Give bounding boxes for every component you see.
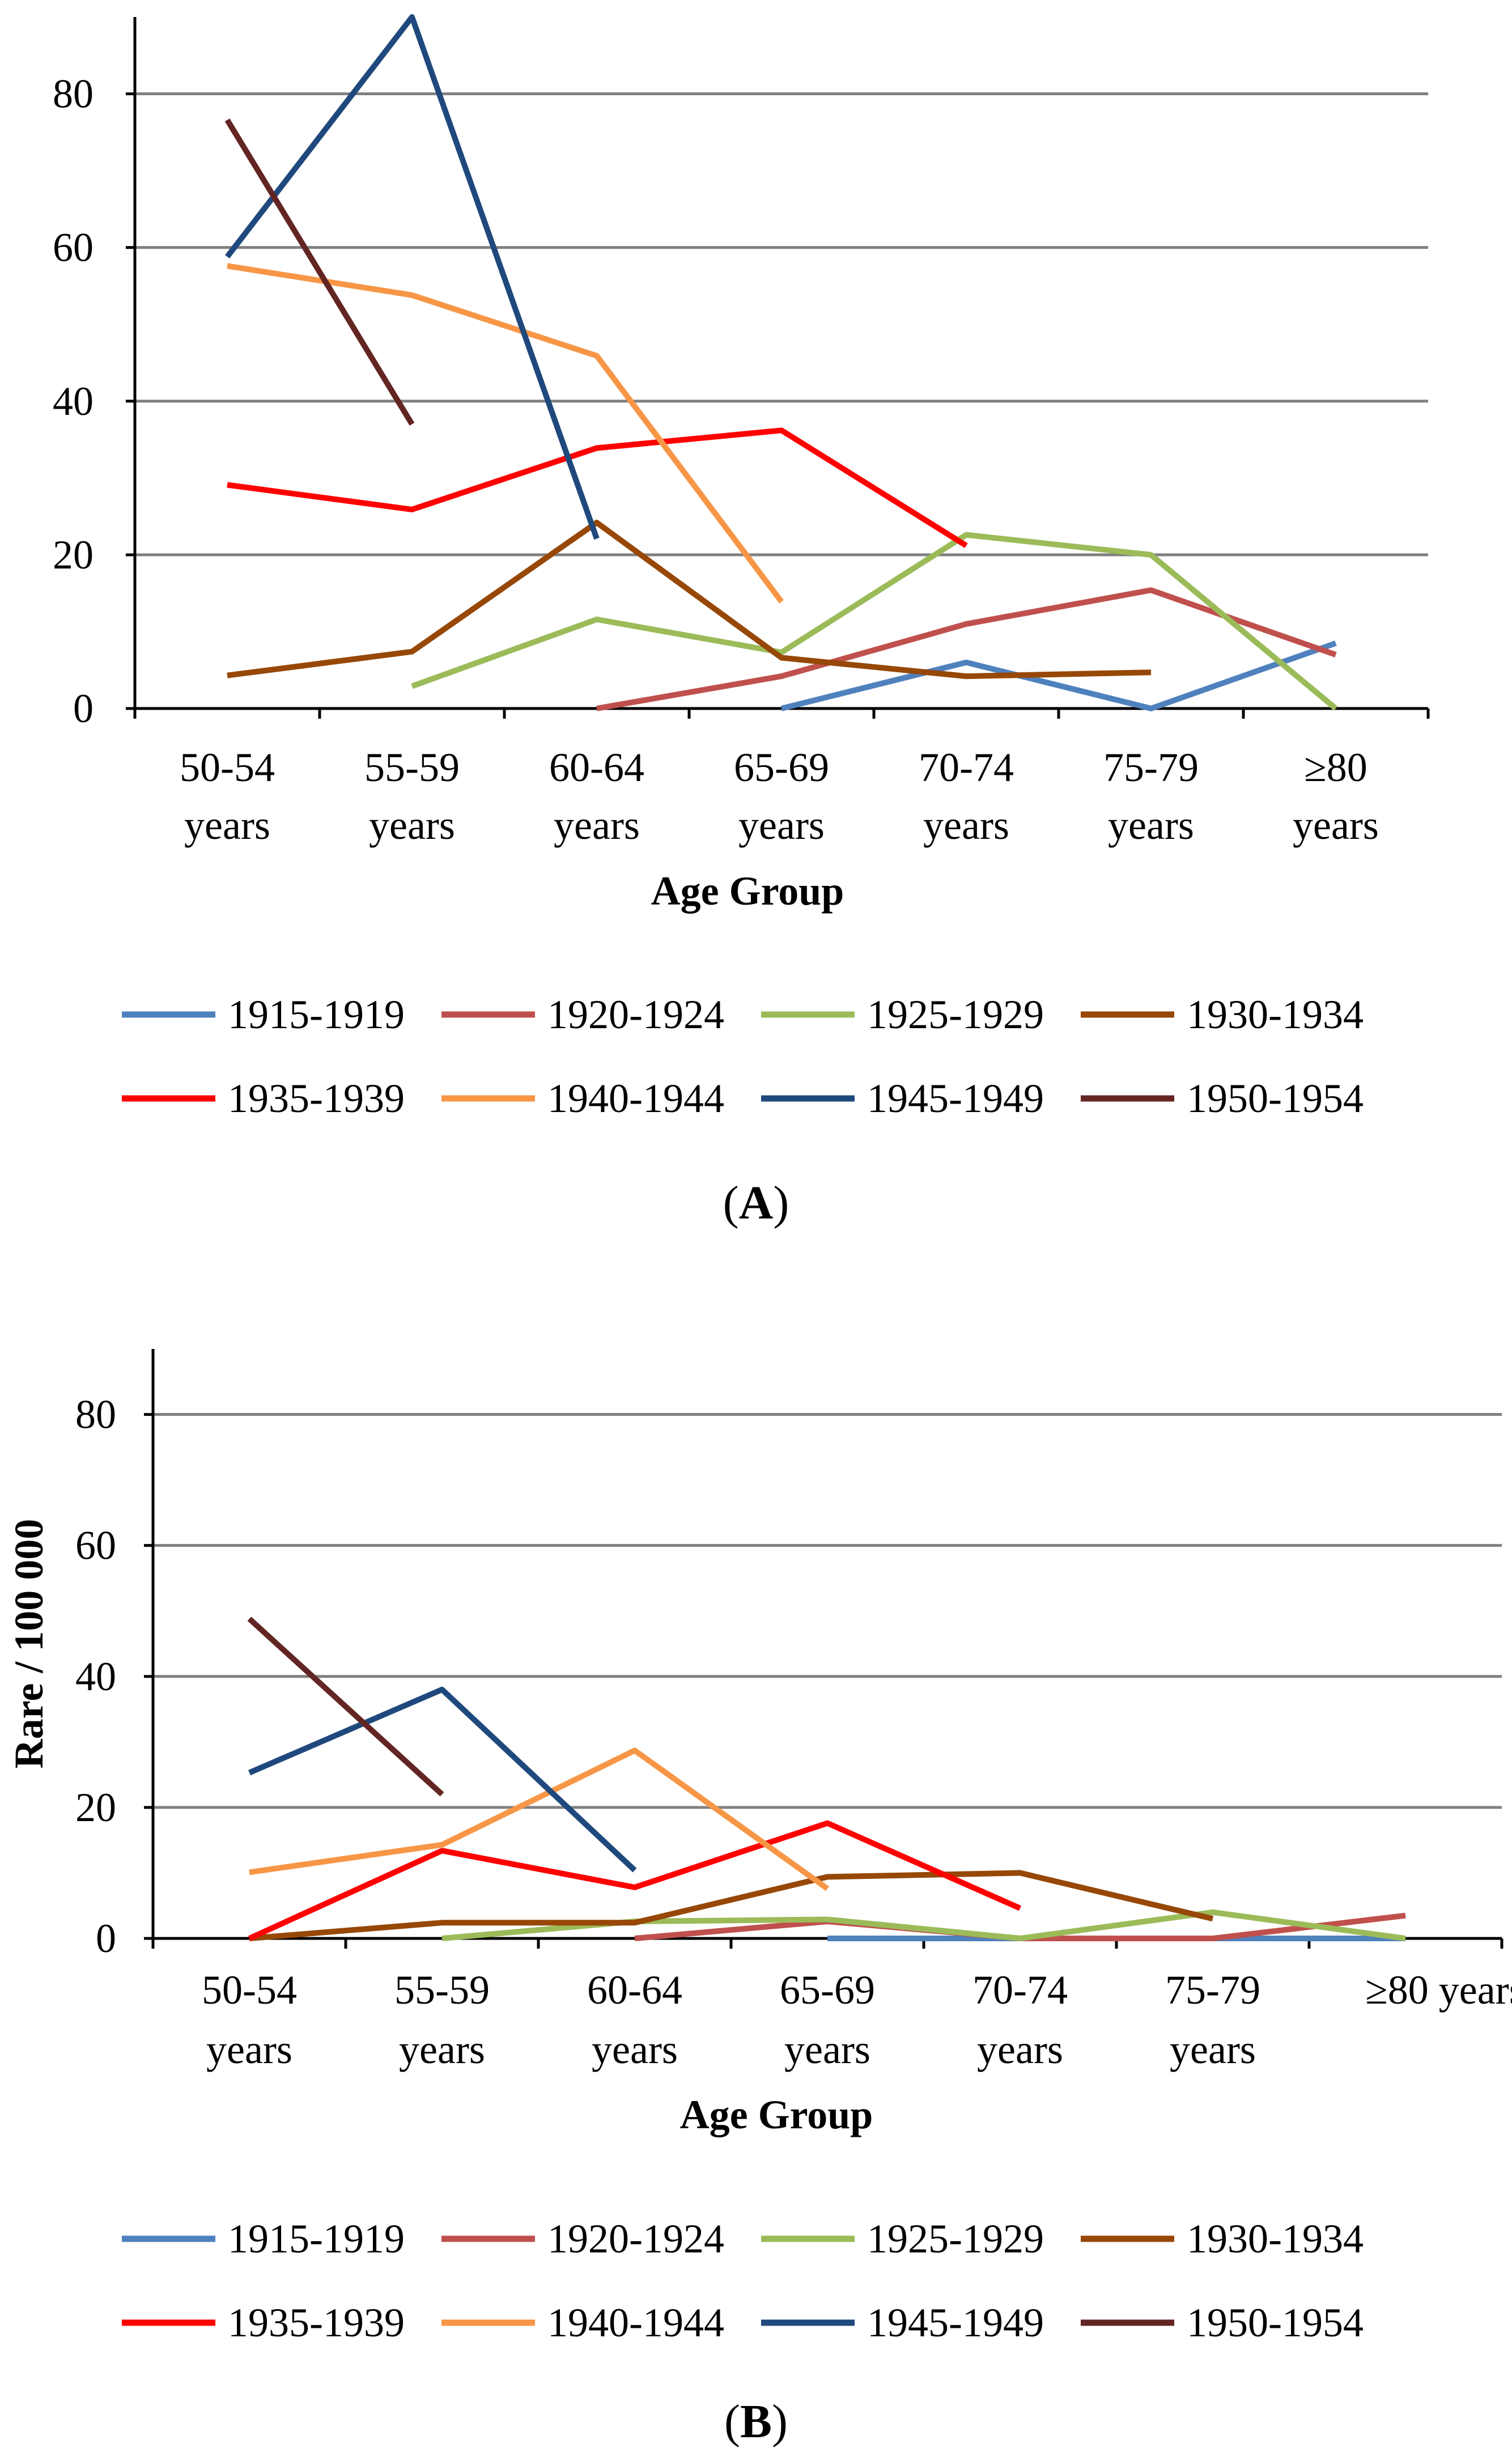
x-tick-label-line2: years bbox=[399, 2027, 485, 2072]
legend-label: 1940-1944 bbox=[547, 2300, 724, 2345]
x-tick-label-line2: years bbox=[369, 803, 455, 848]
chart-a: 0 20 40 60 80 50-54 years 55-59 years 60-64 years 6… bbox=[53, 14, 1430, 1229]
panel-label: (B) bbox=[724, 2395, 788, 2448]
series-line-1915-1919 bbox=[780, 640, 1337, 711]
x-tick-label: 75-79 bbox=[1103, 745, 1199, 790]
y-tick-label: 0 bbox=[73, 686, 94, 731]
y-tick-label: 40 bbox=[75, 1654, 116, 1699]
x-tick-label: 60-64 bbox=[549, 745, 644, 790]
panel-label-close: ) bbox=[773, 1177, 789, 1229]
legend-label: 1920-1924 bbox=[547, 2216, 724, 2261]
x-tick-label: 60-64 bbox=[587, 1967, 682, 2013]
x-tick-label-line2: years bbox=[184, 803, 270, 848]
x-tick-label: ≥80 years bbox=[1365, 1967, 1512, 2013]
x-tick-label-line2: years bbox=[592, 2027, 678, 2072]
legend-label: 1950-1954 bbox=[1187, 1076, 1364, 1121]
y-tick-label: 20 bbox=[53, 532, 94, 578]
x-tick-label: 65-69 bbox=[734, 745, 829, 790]
chart-b: 0 20 40 60 80 50-54 years 55-59 years 60-64 years 6… bbox=[6, 1349, 1512, 2448]
panel-label-close: ) bbox=[772, 2395, 788, 2448]
x-tick-label-line2: years bbox=[977, 2027, 1063, 2072]
x-tick-label-line2: years bbox=[784, 2027, 870, 2072]
panel-label-open: ( bbox=[723, 1177, 739, 1229]
legend-label: 1950-1954 bbox=[1187, 2300, 1364, 2345]
series-line-1950-1954 bbox=[247, 1616, 444, 1797]
x-tick-label: 75-79 bbox=[1165, 1967, 1260, 2013]
panel-label-letter: A bbox=[739, 1177, 774, 1229]
y-tick-label: 40 bbox=[53, 379, 94, 424]
panel-label-letter: B bbox=[740, 2395, 772, 2448]
series-line-1925-1929 bbox=[411, 532, 1338, 711]
series-line-1940-1944 bbox=[249, 1747, 829, 1891]
x-tick-label-line2: years bbox=[1108, 803, 1194, 848]
y-axis-title: Rare / 100 000 bbox=[6, 1519, 52, 1769]
series-line-1930-1934 bbox=[227, 520, 1152, 680]
y-tick-label: 0 bbox=[96, 1916, 116, 1961]
x-tick-label: 70-74 bbox=[919, 745, 1014, 790]
legend-label: 1945-1949 bbox=[867, 2300, 1044, 2345]
legend-label: 1915-1919 bbox=[228, 2216, 405, 2261]
legend-label: 1930-1934 bbox=[1187, 992, 1364, 1037]
x-tick-label-line2: years bbox=[923, 803, 1009, 848]
series-line-1940-1944 bbox=[227, 263, 784, 604]
legend-label: 1940-1944 bbox=[547, 1076, 724, 1121]
x-tick-label: 55-59 bbox=[364, 745, 460, 790]
legend-label: 1915-1919 bbox=[228, 992, 405, 1037]
y-tick-label: 20 bbox=[75, 1785, 116, 1830]
x-tick-label: 50-54 bbox=[180, 745, 275, 790]
y-tick-label: 60 bbox=[53, 225, 94, 270]
legend-label: 1920-1924 bbox=[547, 992, 724, 1037]
x-axis-title: Age Group bbox=[651, 868, 844, 914]
y-tick-label: 60 bbox=[75, 1523, 116, 1568]
y-tick-label: 80 bbox=[53, 71, 94, 117]
x-tick-label-line2: years bbox=[1170, 2027, 1256, 2072]
series-line-1945-1949 bbox=[225, 14, 600, 540]
legend-label: 1930-1934 bbox=[1187, 2216, 1364, 2261]
series-line-1950-1954 bbox=[224, 118, 415, 426]
x-tick-label: 55-59 bbox=[394, 1967, 490, 2013]
x-tick-label-line2: years bbox=[738, 803, 825, 848]
x-tick-label-line2: years bbox=[1293, 803, 1379, 848]
panel-label-open: ( bbox=[724, 2395, 740, 2448]
x-tick-label: 70-74 bbox=[972, 1967, 1068, 2013]
legend-label: 1935-1939 bbox=[228, 1076, 405, 1121]
x-tick-label-line2: years bbox=[554, 803, 640, 848]
legend-label: 1935-1939 bbox=[228, 2300, 405, 2345]
series-line-1935-1939 bbox=[248, 1820, 1022, 1941]
x-axis-title: Age Group bbox=[680, 2092, 873, 2137]
legend-label: 1925-1929 bbox=[867, 2216, 1044, 2261]
x-tick-label: 65-69 bbox=[780, 1967, 875, 2013]
series-line-1920-1924 bbox=[596, 587, 1337, 711]
x-tick-label: ≥80 bbox=[1304, 745, 1367, 790]
series-line-1945-1949 bbox=[248, 1686, 637, 1873]
series-line-1935-1939 bbox=[227, 427, 968, 548]
series-line-1930-1934 bbox=[249, 1870, 1214, 1941]
legend-label: 1945-1949 bbox=[867, 1076, 1044, 1121]
legend-label: 1925-1929 bbox=[867, 992, 1044, 1037]
y-tick-label: 80 bbox=[75, 1392, 116, 1437]
x-tick-label-line2: years bbox=[206, 2027, 292, 2072]
panel-label: (A) bbox=[723, 1177, 789, 1229]
x-tick-label: 50-54 bbox=[202, 1967, 297, 2013]
